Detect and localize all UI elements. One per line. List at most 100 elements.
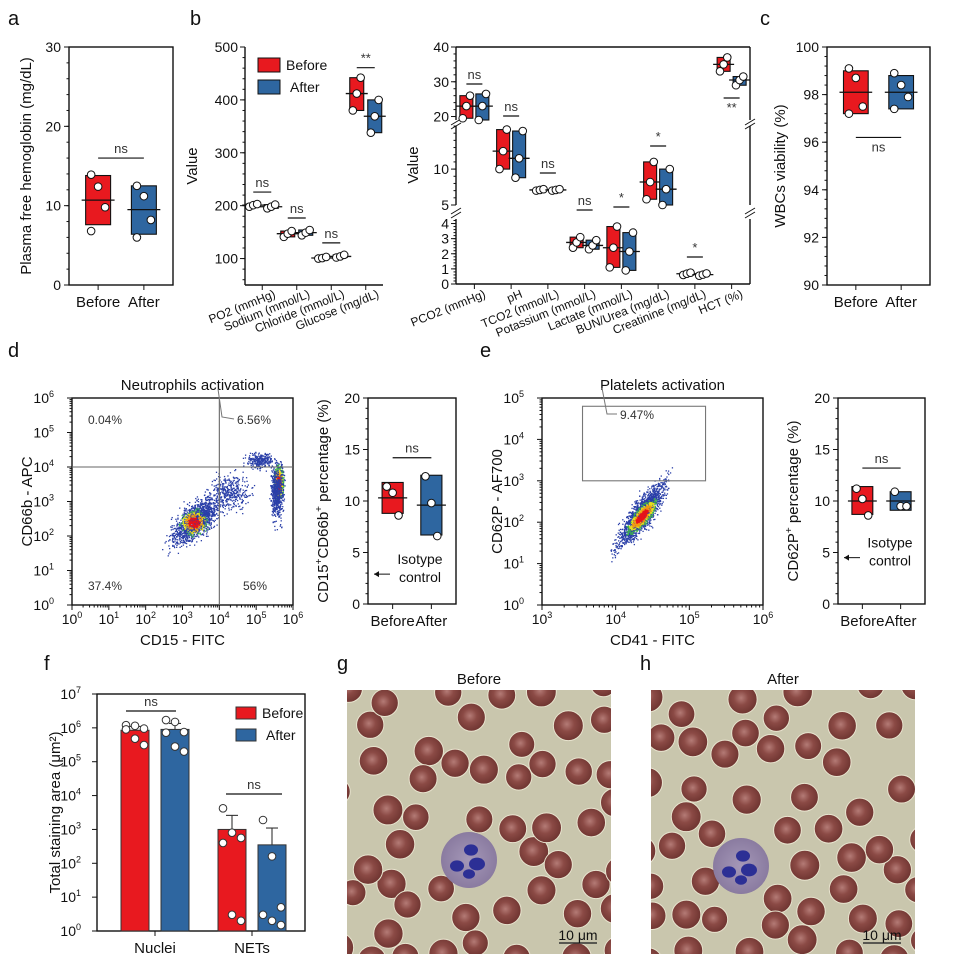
event-dot	[206, 533, 208, 535]
event-dot	[185, 522, 187, 524]
event-dot	[276, 529, 279, 531]
event-dot	[228, 478, 230, 480]
event-dot	[185, 519, 188, 521]
event-dot	[235, 491, 238, 493]
event-dot	[657, 506, 660, 508]
event-dot	[276, 467, 279, 470]
event-dot	[193, 521, 195, 523]
event-dot	[196, 527, 198, 529]
event-dot	[176, 532, 179, 534]
event-dot	[195, 528, 197, 531]
event-dot	[193, 526, 196, 528]
event-dot	[282, 489, 285, 491]
box-before	[492, 125, 514, 174]
panel-label-a: a	[8, 8, 20, 30]
event-dot	[222, 489, 225, 492]
event-dot	[176, 546, 178, 548]
event-dot	[209, 511, 212, 513]
event-dot	[202, 525, 204, 527]
event-dot	[277, 496, 279, 498]
event-dot	[264, 455, 266, 458]
event-dot	[268, 465, 270, 467]
event-dot	[250, 460, 252, 462]
event-dot	[274, 525, 276, 528]
event-dot	[194, 524, 196, 526]
event-dot	[191, 533, 193, 535]
event-dot	[635, 500, 637, 502]
event-dot	[209, 506, 211, 508]
event-dot	[279, 491, 281, 493]
event-dot	[188, 511, 191, 513]
event-dot	[208, 502, 210, 504]
event-dot	[183, 522, 186, 524]
event-dot	[630, 541, 633, 544]
event-dot	[278, 506, 280, 508]
x-tick-label: Before	[834, 294, 878, 311]
event-dot	[282, 470, 284, 472]
data-point	[514, 154, 524, 163]
event-dot	[223, 515, 226, 517]
event-dot	[191, 531, 193, 534]
event-dot	[225, 504, 228, 506]
y-tick-label: 0	[53, 277, 61, 293]
data-point	[645, 177, 655, 187]
event-dot	[644, 528, 647, 530]
event-dot	[226, 488, 229, 490]
event-dot	[196, 496, 199, 498]
data-point	[481, 89, 491, 99]
event-dot	[216, 493, 218, 495]
event-dot	[648, 519, 650, 521]
event-dot	[268, 456, 271, 458]
event-dot	[230, 486, 232, 489]
event-dot	[176, 544, 178, 547]
event-dot	[176, 528, 179, 530]
event-dot	[207, 506, 209, 508]
event-dot	[661, 486, 663, 488]
event-dot	[222, 499, 225, 502]
event-dot	[211, 498, 213, 500]
event-dot	[259, 465, 261, 467]
event-dot	[266, 457, 268, 459]
data-point	[642, 194, 651, 204]
quadrant-lr: 56%	[243, 579, 267, 593]
event-dot	[186, 503, 189, 505]
event-dot	[275, 480, 277, 482]
event-dot	[637, 504, 639, 506]
event-dot	[236, 484, 238, 487]
event-dot	[258, 462, 261, 465]
event-dot	[189, 527, 191, 529]
event-dot	[189, 525, 192, 527]
event-dot	[201, 510, 203, 512]
event-dot	[279, 476, 281, 479]
event-dot	[200, 523, 202, 525]
event-dot	[278, 482, 281, 485]
event-dot	[198, 521, 201, 523]
event-dot	[194, 535, 196, 538]
event-dot	[227, 491, 230, 493]
event-dot	[232, 483, 234, 485]
event-dot	[281, 503, 283, 505]
event-dot	[629, 537, 631, 539]
event-dot	[190, 537, 193, 540]
event-dot	[279, 506, 281, 508]
event-dot	[202, 514, 205, 517]
event-dot	[275, 506, 278, 508]
event-dot	[220, 483, 222, 486]
event-dot	[625, 543, 627, 545]
event-dot	[186, 528, 188, 531]
event-dot	[185, 520, 187, 522]
y-axis-label: CD66b - APC	[19, 456, 36, 546]
event-dot	[205, 525, 207, 527]
significance-label-b2-0: ns	[468, 67, 482, 82]
event-dot	[275, 468, 278, 470]
event-dot	[636, 527, 638, 529]
event-dot	[203, 512, 205, 514]
event-dot	[186, 527, 188, 529]
event-dot	[204, 497, 207, 499]
event-dot	[275, 506, 277, 509]
event-dot	[212, 509, 215, 511]
event-dot	[275, 495, 278, 498]
event-dot	[242, 500, 244, 503]
event-dot	[249, 452, 252, 454]
event-dot	[274, 482, 277, 484]
